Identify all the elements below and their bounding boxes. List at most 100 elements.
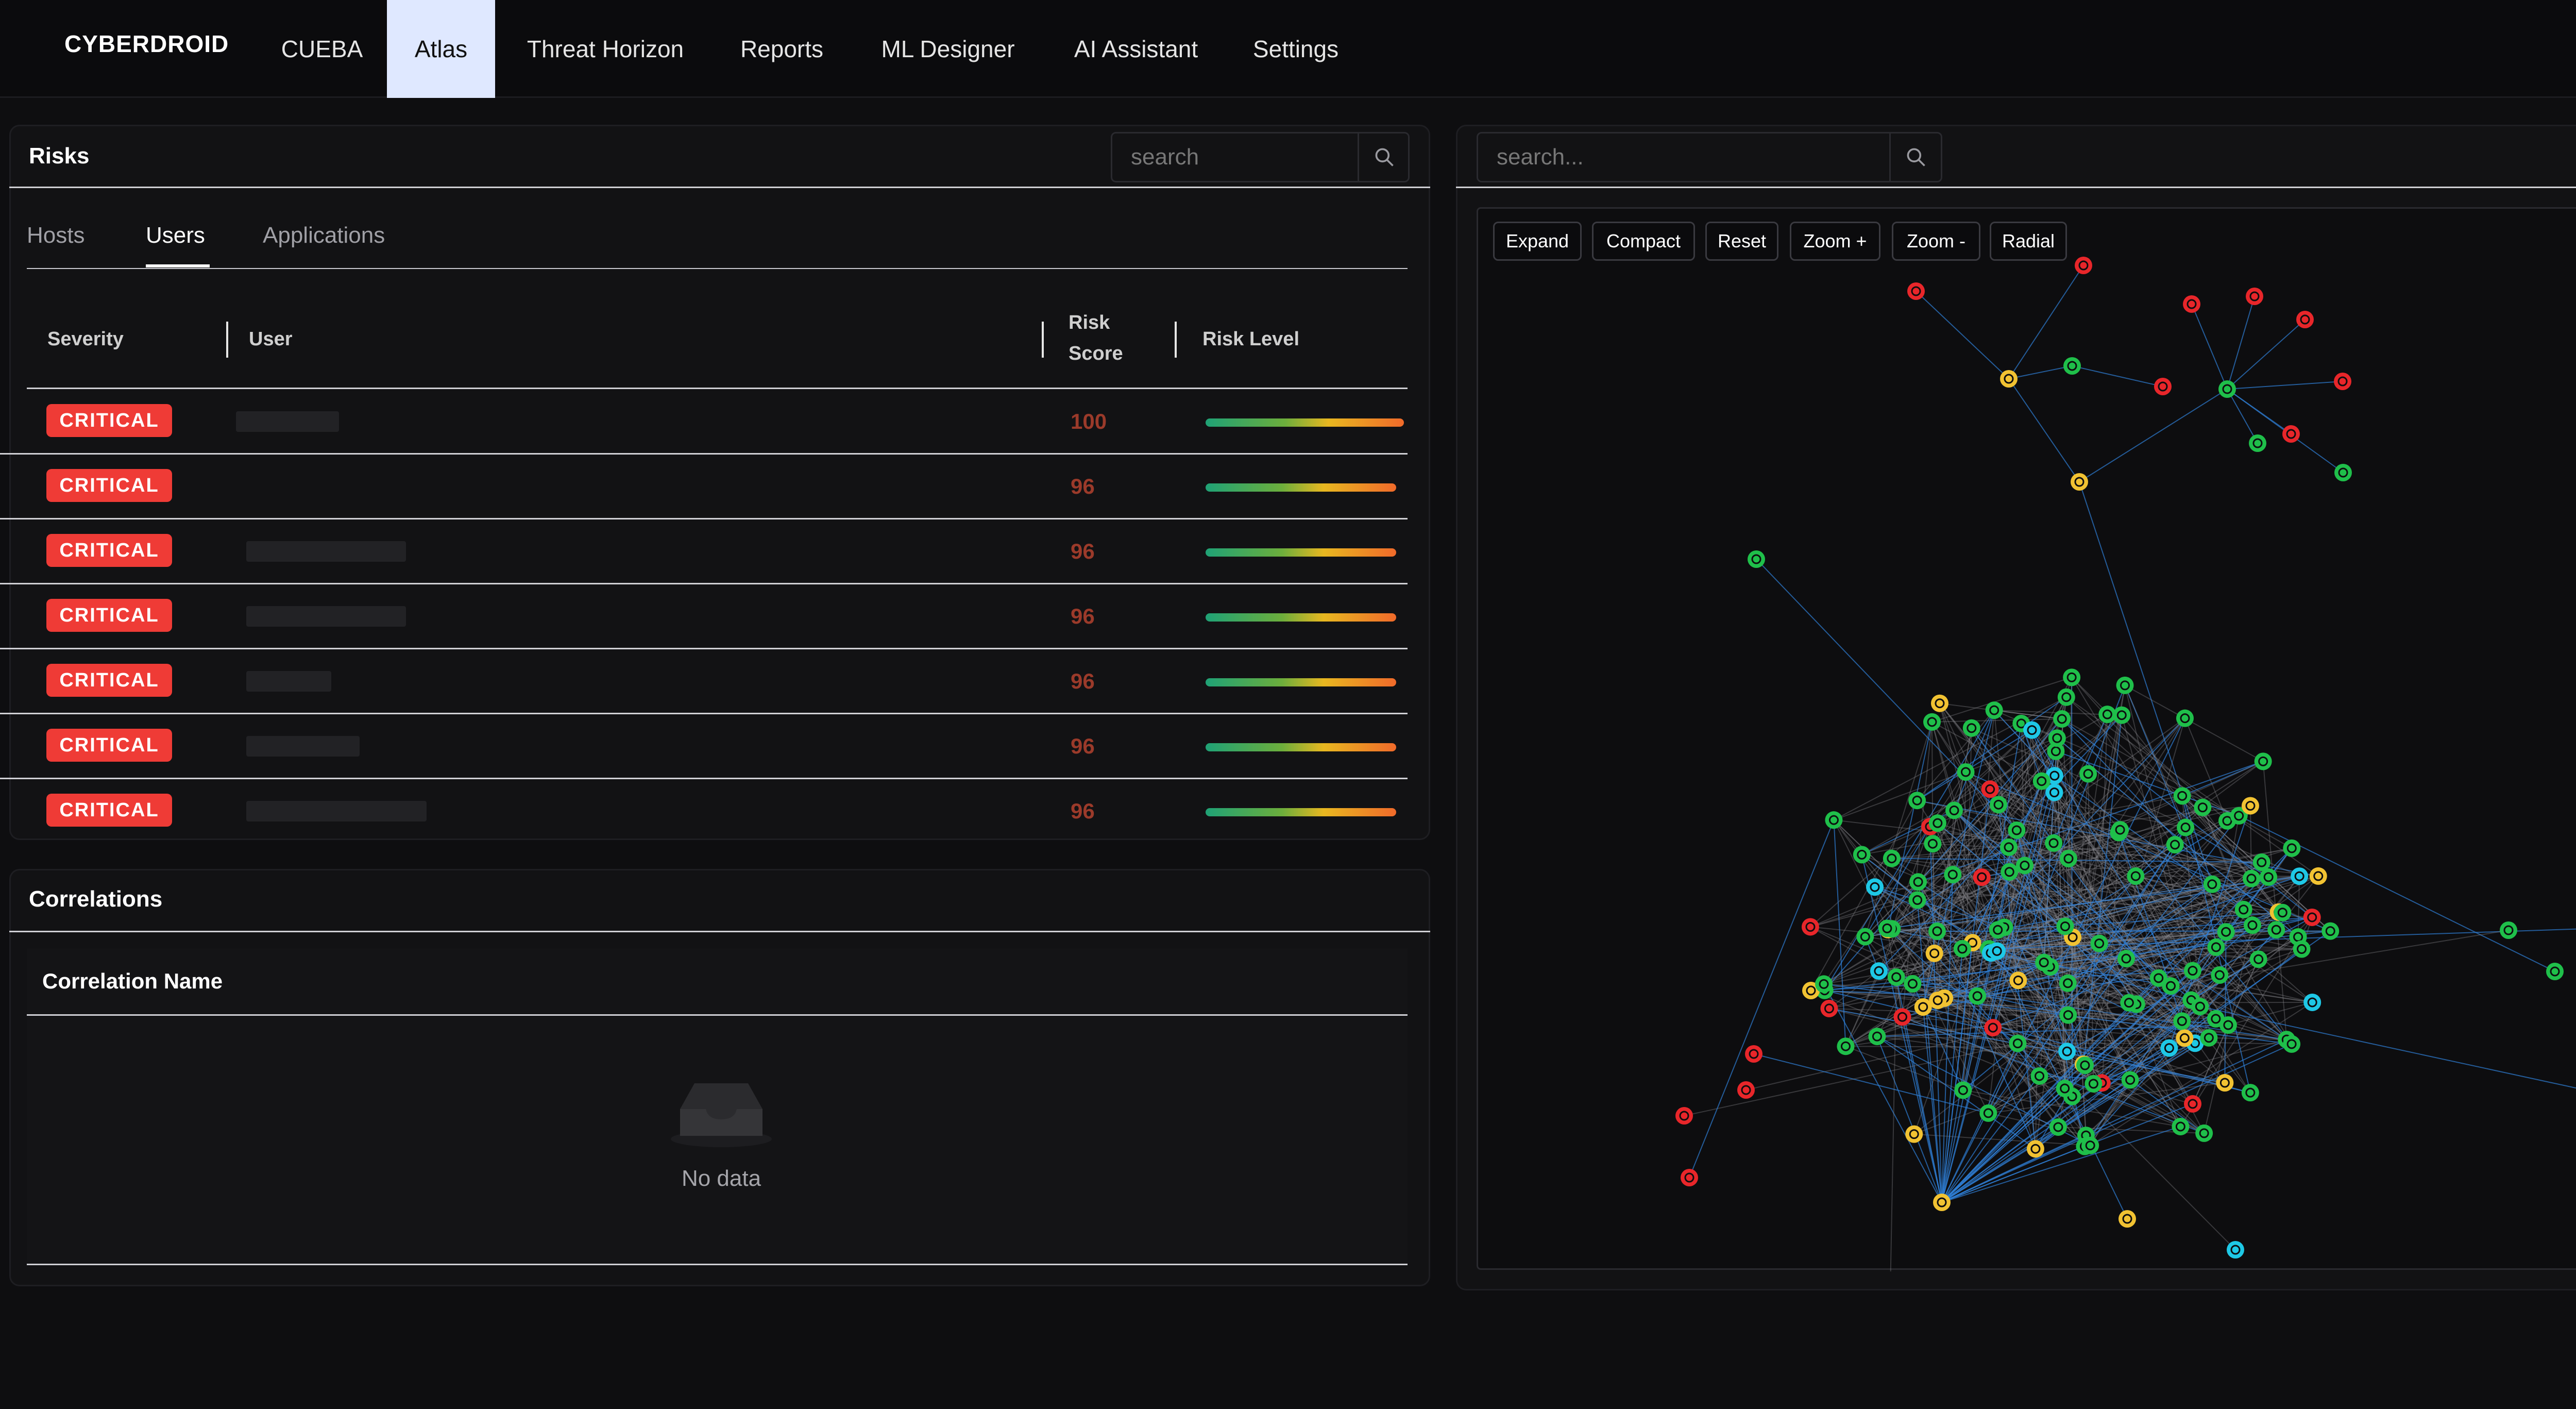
graph-node[interactable] [2059,850,2077,868]
graph-node[interactable] [2056,917,2074,935]
graph-node[interactable] [2030,1067,2048,1085]
graph-node[interactable] [2216,1073,2234,1092]
graph-node[interactable] [1801,918,1819,936]
graph-node[interactable] [2218,380,2236,398]
graph-node[interactable] [2023,721,2041,739]
graph-node[interactable] [1928,922,1946,940]
graph-node[interactable] [2203,875,2221,893]
graph-node[interactable] [2334,464,2352,481]
graph-node[interactable] [2049,1118,2067,1136]
graph-node[interactable] [2309,867,2327,885]
graph-node[interactable] [2230,807,2248,825]
graph-node[interactable] [2063,357,2081,375]
graph-node[interactable] [2035,953,2053,971]
graph-node[interactable] [2200,1029,2218,1047]
graph-node[interactable] [1979,1104,1997,1122]
graph-node[interactable] [1837,1037,1855,1055]
graph-node[interactable] [2173,787,2191,805]
col-correlation-name[interactable]: Correlation Name [42,969,223,993]
graph-node[interactable] [2176,1029,2194,1047]
zoom-out-button[interactable]: Zoom - [1892,222,1980,261]
graph-node[interactable] [1904,975,1922,993]
graph-node[interactable] [1990,796,2008,814]
graph-node[interactable] [1957,763,1975,781]
graph-node[interactable] [2079,765,2097,783]
graph-node[interactable] [2252,853,2270,871]
expand-button[interactable]: Expand [1493,222,1582,261]
graph-node[interactable] [1989,921,2007,939]
table-row[interactable]: CRITICAL 96 [0,714,1408,779]
graph-node[interactable] [2116,676,2134,694]
graph-node[interactable] [2056,1080,2074,1098]
nav-tab-ai-assistant[interactable]: AI Assistant [1074,36,1198,62]
graph-node[interactable] [1962,719,1980,737]
graph-node[interactable] [1945,801,1963,819]
graph-node[interactable] [2117,950,2135,968]
graph-node[interactable] [2283,839,2301,857]
graph-node[interactable] [2059,1006,2077,1024]
reset-button[interactable]: Reset [1705,222,1778,261]
graph-node[interactable] [2111,821,2129,839]
subtab-users[interactable]: Users [146,223,205,248]
nav-tab-threat-horizon[interactable]: Threat Horizon [527,36,684,62]
graph-node[interactable] [1909,873,1927,891]
graph-node[interactable] [1748,550,1765,568]
graph-node[interactable] [1907,282,1925,300]
graph-node[interactable] [2084,1075,2103,1093]
graph-node[interactable] [1893,1008,1911,1026]
graph-node[interactable] [1681,1169,1698,1186]
graph-node[interactable] [2246,288,2263,305]
col-risk-level[interactable]: Risk Level [1202,328,1299,350]
graph-node[interactable] [2047,742,2065,760]
graph-node[interactable] [2075,257,2092,274]
compact-button[interactable]: Compact [1592,222,1695,261]
graph-node[interactable] [1868,1028,1886,1046]
graph-node[interactable] [2032,772,2050,790]
col-risk-score-line2[interactable]: Score [1069,343,1123,364]
graph-node[interactable] [1825,811,1843,829]
graph-node[interactable] [2045,834,2063,852]
graph-node[interactable] [1925,944,1943,962]
col-risk-score-line1[interactable]: Risk [1069,312,1110,333]
graph-node[interactable] [2001,863,2019,881]
graph-node[interactable] [1953,940,1971,958]
graph-node[interactable] [2063,668,2081,686]
graph-node[interactable] [2177,818,2195,836]
graph-node[interactable] [2249,950,2267,968]
graph-node[interactable] [2291,867,2309,885]
graph-node[interactable] [1930,694,1948,712]
graph-node[interactable] [1853,846,1871,864]
graph-node[interactable] [1923,713,1941,731]
graph-node[interactable] [2172,1117,2190,1135]
graph-node[interactable] [2296,311,2314,328]
col-user[interactable]: User [249,328,293,350]
graph-node[interactable] [2057,688,2075,706]
graph-node[interactable] [2242,869,2260,887]
table-row[interactable]: CRITICAL 96 [0,649,1408,714]
radial-button[interactable]: Radial [1990,222,2067,261]
graph-node[interactable] [1914,998,1932,1016]
graph-node[interactable] [2173,1012,2191,1030]
graph-node[interactable] [1878,919,1896,937]
graph-node[interactable] [2191,998,2209,1016]
graph-node[interactable] [2260,868,2278,886]
graph-node[interactable] [2500,921,2517,939]
graph-node[interactable] [2098,706,2116,724]
graph-node[interactable] [2113,706,2131,724]
graph-node[interactable] [1924,835,1942,853]
graph-node[interactable] [1929,991,1947,1009]
graph-node[interactable] [2045,783,2063,801]
graph-node[interactable] [1883,849,1901,867]
graph-node[interactable] [1985,701,2003,719]
nav-tab-cueba[interactable]: CUEBA [281,36,363,62]
graph-node[interactable] [1856,928,1874,946]
graph-node[interactable] [1887,968,1905,986]
graph-node[interactable] [2303,993,2321,1011]
graph-node[interactable] [2195,1124,2213,1142]
graph-node[interactable] [1973,868,1991,886]
brand-logo[interactable]: CYBERDROID [64,30,229,57]
graph-node[interactable] [2090,934,2108,952]
graph-node[interactable] [2207,938,2225,956]
graph-node[interactable] [2254,752,2272,770]
graph-node[interactable] [2127,867,2145,885]
